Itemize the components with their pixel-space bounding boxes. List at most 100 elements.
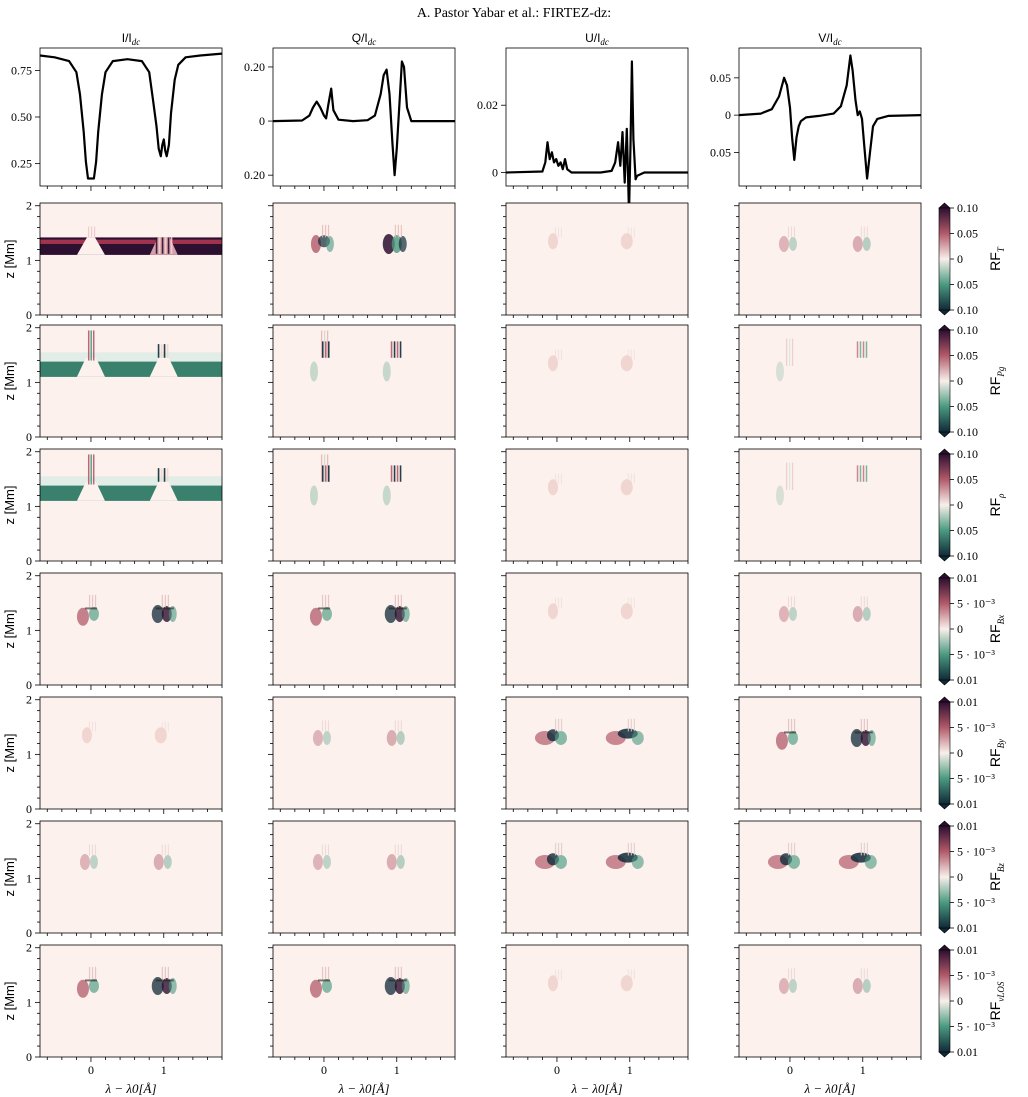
response-stripe [90, 330, 92, 361]
x-axis-label: λ − λ0[Å] [570, 1081, 622, 1096]
heatmap-panel [268, 202, 456, 316]
panel-frame [505, 944, 689, 1058]
response-blob [631, 854, 644, 869]
heatmap-marks [534, 718, 644, 745]
colorbar-tick-label: 5 · 10⁻³ [957, 772, 995, 786]
response-stripe [321, 224, 324, 238]
response-stripe [394, 720, 396, 732]
response-stripe [863, 596, 865, 608]
response-stripe [854, 731, 873, 734]
response-stripe [321, 594, 324, 608]
response-blob [852, 977, 863, 994]
response-blob [787, 854, 800, 869]
y-tick-label: 0.25 [11, 157, 32, 171]
response-blob [382, 485, 391, 506]
response-stripe [859, 465, 862, 482]
colorbar-extend-top [938, 202, 951, 209]
heatmap-panel: 0 1 2 z [Mm] [2, 569, 223, 692]
response-stripe [630, 969, 632, 980]
heatmap-background [40, 697, 222, 809]
colorbar-tick-label: 0.10 [957, 303, 978, 317]
heatmap-marks [309, 966, 410, 998]
panel-frame [738, 324, 922, 438]
response-blob [394, 977, 405, 994]
response-stripe [633, 349, 635, 360]
response-stripe [557, 842, 560, 856]
response-stripe [627, 227, 629, 238]
heatmap-background [739, 945, 921, 1057]
line-core-gap [149, 481, 178, 501]
response-stripe [630, 227, 632, 238]
response-stripe [155, 979, 174, 982]
response-stripe [400, 594, 402, 608]
response-blob [788, 978, 797, 993]
response-stripe [167, 594, 169, 608]
response-stripe [856, 341, 859, 358]
response-stripe [94, 594, 97, 608]
panel-frame [39, 202, 223, 316]
response-stripe [164, 237, 167, 254]
colorbar-tick-label: 0.05 [957, 227, 978, 241]
x-axis [46, 186, 223, 191]
response-stripe [557, 473, 559, 484]
response-stripe [400, 966, 402, 980]
colorbar-label: RFPg [987, 366, 1006, 395]
response-stripe [394, 224, 396, 238]
response-stripe [557, 969, 559, 980]
response-blob [386, 853, 397, 870]
heatmap-marks [775, 718, 876, 750]
heatmap-background [273, 573, 455, 685]
panel-frame [738, 944, 922, 1058]
response-stripe [863, 968, 865, 980]
x-axis [279, 685, 456, 690]
response-stripe [323, 454, 326, 482]
heatmap-panel [501, 572, 689, 686]
response-stripe [88, 844, 91, 856]
response-stripe [324, 594, 327, 608]
column-title: I/Idc [122, 31, 141, 47]
response-blob [862, 236, 871, 251]
colorbar-tick-label: 0.10 [957, 425, 978, 439]
y-tick-label: 2 [26, 569, 32, 583]
y-tick-label: 0 [259, 114, 265, 128]
panel-frame [738, 572, 922, 686]
heatmap-marks [547, 597, 635, 620]
y-tick-label: 0.05 [710, 145, 731, 159]
response-stripe [787, 596, 790, 608]
response-stripe [163, 468, 166, 482]
column-title: U/Idc [585, 31, 609, 47]
response-stripe [554, 969, 556, 980]
heatmap-background [273, 821, 455, 933]
response-blob [382, 361, 391, 382]
colorbar: 0.10 0.05 0 0.05 0.10 RFT [938, 201, 1006, 317]
colorbar-tick-label: 0.10 [957, 323, 978, 337]
colorbar-extend-top [938, 696, 951, 703]
response-stripe [863, 842, 865, 856]
colorbar-tick-label: 0.10 [957, 447, 978, 461]
x-axis [745, 315, 922, 320]
column-title: Q/Idc [352, 31, 377, 47]
line-core-gap [76, 481, 105, 501]
colorbar-extend-bottom [938, 1051, 951, 1058]
heatmap-background [40, 203, 222, 315]
heatmap-background [40, 449, 222, 561]
response-blob [168, 605, 177, 622]
panel-frame [505, 696, 689, 810]
response-blob [775, 485, 784, 506]
y-tick-label: 0 [26, 678, 32, 692]
x-axis [745, 809, 922, 814]
colorbar-tick-label: 0.10 [957, 201, 978, 215]
response-stripe [87, 454, 90, 485]
heatmap-background [40, 821, 222, 933]
x-axis [46, 809, 223, 814]
response-blob [401, 977, 410, 994]
response-blob [312, 853, 323, 870]
response-stripe [84, 979, 97, 982]
response-blob [852, 235, 863, 252]
response-stripe [630, 349, 632, 360]
response-stripe [560, 842, 563, 856]
colorbar-tick-label: 0.01 [957, 571, 978, 585]
response-stripe [393, 341, 396, 358]
colorbar-label: RFρ [987, 493, 1006, 517]
colorbar-label: RFT [987, 246, 1006, 271]
